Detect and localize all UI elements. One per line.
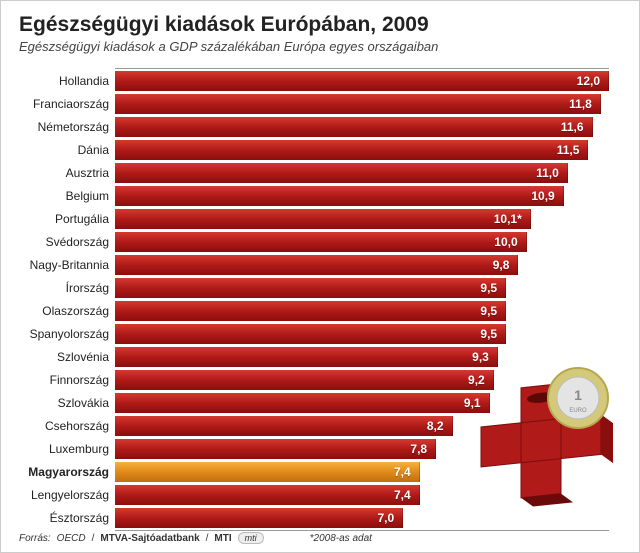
country-label: Szlovénia [19, 350, 115, 364]
bar-row: Hollandia 12,0 [19, 70, 609, 92]
bar: 7,4 [115, 485, 420, 505]
source-mtva: MTVA-Sajtóadatbank [100, 533, 199, 544]
bar: 8,2 [115, 416, 453, 436]
country-label: Olaszország [19, 304, 115, 318]
bar: 10,0 [115, 232, 527, 252]
bar-value: 8,2 [427, 419, 444, 433]
bar: 9,8 [115, 255, 518, 275]
bar: 12,0 [115, 71, 609, 91]
bar-value: 9,5 [480, 304, 497, 318]
bar: 11,8 [115, 94, 601, 114]
country-label: Németország [19, 120, 115, 134]
bar-row: Lengyelország 7,4 [19, 484, 609, 506]
country-label: Belgium [19, 189, 115, 203]
bar-row: Luxemburg 7,8 [19, 438, 609, 460]
bar-value: 12,0 [577, 74, 600, 88]
bar-row: Spanyolország 9,5 [19, 323, 609, 345]
footnote: *2008-as adat [310, 533, 372, 544]
bar-value: 9,1 [464, 396, 481, 410]
bar: 9,1 [115, 393, 490, 413]
bar: 7,8 [115, 439, 436, 459]
bar-value: 9,8 [493, 258, 510, 272]
source-mti: MTI [214, 533, 231, 544]
country-label: Franciaország [19, 97, 115, 111]
chart-title: Egészségügyi kiadások Európában, 2009 [19, 13, 621, 37]
bar: 11,6 [115, 117, 593, 137]
bar: 9,5 [115, 324, 506, 344]
bar-row: Észtország 7,0 [19, 507, 609, 529]
bar-row: Finnország 9,2 [19, 369, 609, 391]
bar: 10,1* [115, 209, 531, 229]
bar: 9,3 [115, 347, 498, 367]
bar-row: Portugália 10,1* [19, 208, 609, 230]
bar-value: 11,5 [557, 143, 580, 157]
bar: 7,4 [115, 462, 420, 482]
country-label: Svédország [19, 235, 115, 249]
bar-value: 9,3 [472, 350, 489, 364]
bar-value: 7,0 [377, 511, 394, 525]
bar-chart: Hollandia 12,0 Franciaország 11,8 Németorszá… [19, 70, 609, 529]
bar-value: 7,8 [410, 442, 427, 456]
bar-value: 10,9 [531, 189, 554, 203]
country-label: Dánia [19, 143, 115, 157]
bar-value: 7,4 [394, 465, 411, 479]
country-label: Finnország [19, 373, 115, 387]
chart-subtitle: Egészségügyi kiadások a GDP százalékában… [19, 39, 621, 54]
bar-value: 7,4 [394, 488, 411, 502]
country-label: Magyarország [19, 465, 115, 479]
source-oecd: OECD [57, 533, 86, 544]
bar-row: Szlovákia 9,1 [19, 392, 609, 414]
country-label: Hollandia [19, 74, 115, 88]
bar-value: 11,6 [561, 120, 584, 134]
bar-value: 9,2 [468, 373, 485, 387]
bar-row: Németország 11,6 [19, 116, 609, 138]
bar-row: Belgium 10,9 [19, 185, 609, 207]
country-label: Szlovákia [19, 396, 115, 410]
bar: 9,5 [115, 278, 506, 298]
bar-row: Magyarország 7,4 [19, 461, 609, 483]
bar: 10,9 [115, 186, 564, 206]
country-label: Írország [19, 281, 115, 295]
country-label: Észtország [19, 511, 115, 525]
country-label: Ausztria [19, 166, 115, 180]
bar-row: Írország 9,5 [19, 277, 609, 299]
bar: 9,2 [115, 370, 494, 390]
bar-row: Szlovénia 9,3 [19, 346, 609, 368]
bar-row: Nagy-Britannia 9,8 [19, 254, 609, 276]
country-label: Luxemburg [19, 442, 115, 456]
bar-value: 11,0 [536, 166, 559, 180]
country-label: Portugália [19, 212, 115, 226]
bar: 11,5 [115, 140, 588, 160]
bar-value: 9,5 [480, 327, 497, 341]
bar-row: Dánia 11,5 [19, 139, 609, 161]
mti-badge: mti [238, 532, 264, 544]
bar-row: Ausztria 11,0 [19, 162, 609, 184]
country-label: Spanyolország [19, 327, 115, 341]
country-label: Lengyelország [19, 488, 115, 502]
bar: 7,0 [115, 508, 403, 528]
bar-row: Svédország 10,0 [19, 231, 609, 253]
bar-row: Olaszország 9,5 [19, 300, 609, 322]
bar: 9,5 [115, 301, 506, 321]
country-label: Csehország [19, 419, 115, 433]
country-label: Nagy-Britannia [19, 258, 115, 272]
source-prefix: Forrás: [19, 533, 51, 544]
bar-value: 9,5 [480, 281, 497, 295]
bar-row: Franciaország 11,8 [19, 93, 609, 115]
source-footer: Forrás: OECD / MTVA-Sajtóadatbank / MTI … [19, 532, 621, 544]
bar-value: 11,8 [569, 97, 592, 111]
bar-value: 10,1* [494, 212, 522, 226]
bar: 11,0 [115, 163, 568, 183]
bar-row: Csehország 8,2 [19, 415, 609, 437]
bar-value: 10,0 [494, 235, 517, 249]
